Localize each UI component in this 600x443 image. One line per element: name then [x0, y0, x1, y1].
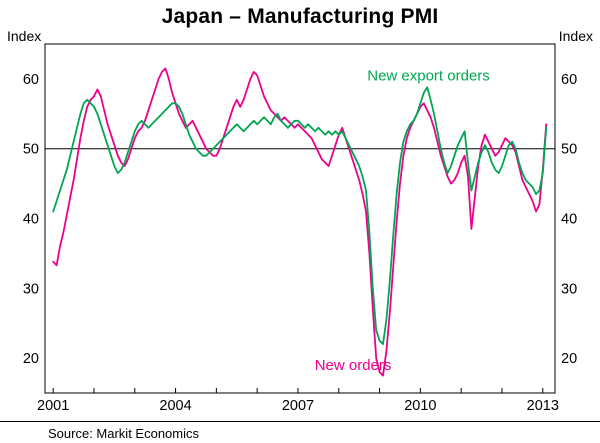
x-tick-label-2001: 2001	[37, 398, 69, 414]
y-axis-label-left: Index	[7, 28, 42, 44]
y-tick-label-right-40: 40	[561, 212, 577, 228]
y-tick-label-right-20: 20	[561, 351, 577, 367]
chart-title: Japan – Manufacturing PMI	[161, 5, 439, 28]
footer-divider	[0, 421, 600, 422]
y-tick-label-right-50: 50	[561, 142, 577, 158]
annotation-new-orders: New orders	[315, 357, 392, 374]
series-line-new-export-orders	[52, 86, 548, 346]
x-tick-label-2013: 2013	[527, 398, 559, 414]
x-tick-label-2007: 2007	[282, 398, 314, 414]
plot-border	[44, 43, 556, 394]
x-tick-label-2010: 2010	[404, 398, 436, 414]
y-tick-label-left-50: 50	[23, 142, 39, 158]
y-tick-label-left-60: 60	[23, 72, 39, 88]
y-tick-label-right-60: 60	[561, 72, 577, 88]
y-tick-label-right-30: 30	[561, 281, 577, 297]
y-tick-label-left-40: 40	[23, 212, 39, 228]
y-tick-label-left-20: 20	[23, 351, 39, 367]
y-tick-label-left-30: 30	[23, 281, 39, 297]
annotation-new-export-orders: New export orders	[367, 67, 490, 84]
y-axis-label-right: Index	[558, 28, 593, 44]
series-line-new-orders	[52, 67, 548, 377]
x-tick-label-2004: 2004	[159, 398, 191, 414]
source-text: Source: Markit Economics	[48, 426, 199, 441]
